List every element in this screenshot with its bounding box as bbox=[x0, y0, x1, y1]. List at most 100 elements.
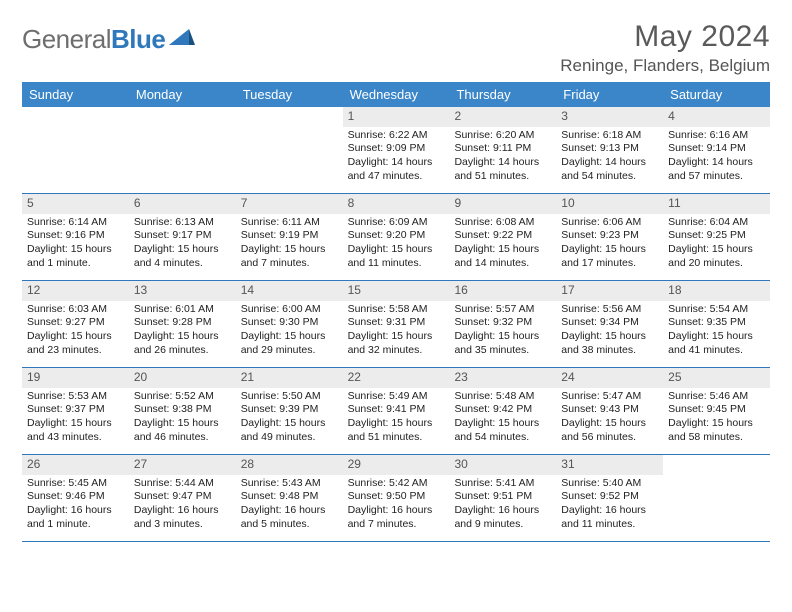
location-label: Reninge, Flanders, Belgium bbox=[560, 56, 770, 76]
sunset-text: Sunset: 9:48 PM bbox=[241, 490, 338, 504]
daylight-text: Daylight: 15 hours and 58 minutes. bbox=[668, 417, 765, 444]
day-number: 14 bbox=[236, 281, 343, 301]
sunrise-text: Sunrise: 6:13 AM bbox=[134, 216, 231, 230]
weekday-sat: Saturday bbox=[663, 82, 770, 107]
calendar-cell bbox=[236, 107, 343, 193]
sunrise-text: Sunrise: 6:18 AM bbox=[561, 129, 658, 143]
daylight-text: Daylight: 15 hours and 7 minutes. bbox=[241, 243, 338, 270]
daylight-text: Daylight: 14 hours and 57 minutes. bbox=[668, 156, 765, 183]
day-number: 13 bbox=[129, 281, 236, 301]
day-number: 3 bbox=[556, 107, 663, 127]
calendar-cell: 22Sunrise: 5:49 AMSunset: 9:41 PMDayligh… bbox=[343, 368, 450, 454]
daylight-text: Daylight: 15 hours and 14 minutes. bbox=[454, 243, 551, 270]
day-number: 31 bbox=[556, 455, 663, 475]
day-number: 6 bbox=[129, 194, 236, 214]
day-number: 28 bbox=[236, 455, 343, 475]
day-number: 9 bbox=[449, 194, 556, 214]
sunset-text: Sunset: 9:20 PM bbox=[348, 229, 445, 243]
daylight-text: Daylight: 15 hours and 11 minutes. bbox=[348, 243, 445, 270]
sunrise-text: Sunrise: 6:09 AM bbox=[348, 216, 445, 230]
weekday-mon: Monday bbox=[129, 82, 236, 107]
sunset-text: Sunset: 9:35 PM bbox=[668, 316, 765, 330]
day-number: 29 bbox=[343, 455, 450, 475]
daylight-text: Daylight: 14 hours and 47 minutes. bbox=[348, 156, 445, 183]
daylight-text: Daylight: 15 hours and 23 minutes. bbox=[27, 330, 124, 357]
day-number: 4 bbox=[663, 107, 770, 127]
daylight-text: Daylight: 15 hours and 46 minutes. bbox=[134, 417, 231, 444]
sunset-text: Sunset: 9:09 PM bbox=[348, 142, 445, 156]
calendar-cell: 8Sunrise: 6:09 AMSunset: 9:20 PMDaylight… bbox=[343, 194, 450, 280]
calendar-cell: 30Sunrise: 5:41 AMSunset: 9:51 PMDayligh… bbox=[449, 455, 556, 541]
calendar-row: 12Sunrise: 6:03 AMSunset: 9:27 PMDayligh… bbox=[22, 281, 770, 368]
brand-part1: General bbox=[22, 24, 111, 54]
day-number: 2 bbox=[449, 107, 556, 127]
daylight-text: Daylight: 16 hours and 5 minutes. bbox=[241, 504, 338, 531]
sunrise-text: Sunrise: 5:41 AM bbox=[454, 477, 551, 491]
weekday-thu: Thursday bbox=[449, 82, 556, 107]
day-number: 30 bbox=[449, 455, 556, 475]
daylight-text: Daylight: 15 hours and 56 minutes. bbox=[561, 417, 658, 444]
weekday-header: Sunday Monday Tuesday Wednesday Thursday… bbox=[22, 82, 770, 107]
calendar-row: 5Sunrise: 6:14 AMSunset: 9:16 PMDaylight… bbox=[22, 194, 770, 281]
sunrise-text: Sunrise: 5:40 AM bbox=[561, 477, 658, 491]
weekday-fri: Friday bbox=[556, 82, 663, 107]
sunset-text: Sunset: 9:37 PM bbox=[27, 403, 124, 417]
calendar-cell: 20Sunrise: 5:52 AMSunset: 9:38 PMDayligh… bbox=[129, 368, 236, 454]
calendar-cell: 26Sunrise: 5:45 AMSunset: 9:46 PMDayligh… bbox=[22, 455, 129, 541]
daylight-text: Daylight: 15 hours and 4 minutes. bbox=[134, 243, 231, 270]
calendar: Sunday Monday Tuesday Wednesday Thursday… bbox=[22, 82, 770, 542]
sunset-text: Sunset: 9:22 PM bbox=[454, 229, 551, 243]
calendar-cell: 12Sunrise: 6:03 AMSunset: 9:27 PMDayligh… bbox=[22, 281, 129, 367]
sunrise-text: Sunrise: 6:16 AM bbox=[668, 129, 765, 143]
calendar-cell: 15Sunrise: 5:58 AMSunset: 9:31 PMDayligh… bbox=[343, 281, 450, 367]
day-number: 5 bbox=[22, 194, 129, 214]
daylight-text: Daylight: 16 hours and 1 minute. bbox=[27, 504, 124, 531]
daylight-text: Daylight: 15 hours and 35 minutes. bbox=[454, 330, 551, 357]
weekday-tue: Tuesday bbox=[236, 82, 343, 107]
day-number: 12 bbox=[22, 281, 129, 301]
daylight-text: Daylight: 15 hours and 29 minutes. bbox=[241, 330, 338, 357]
calendar-cell: 31Sunrise: 5:40 AMSunset: 9:52 PMDayligh… bbox=[556, 455, 663, 541]
daylight-text: Daylight: 15 hours and 51 minutes. bbox=[348, 417, 445, 444]
sunrise-text: Sunrise: 5:48 AM bbox=[454, 390, 551, 404]
calendar-cell: 13Sunrise: 6:01 AMSunset: 9:28 PMDayligh… bbox=[129, 281, 236, 367]
sunset-text: Sunset: 9:34 PM bbox=[561, 316, 658, 330]
sunrise-text: Sunrise: 6:22 AM bbox=[348, 129, 445, 143]
calendar-row: 19Sunrise: 5:53 AMSunset: 9:37 PMDayligh… bbox=[22, 368, 770, 455]
calendar-cell: 3 Sunrise: 6:18 AMSunset: 9:13 PMDaylight… bbox=[556, 107, 663, 193]
daylight-text: Daylight: 16 hours and 3 minutes. bbox=[134, 504, 231, 531]
day-number: 26 bbox=[22, 455, 129, 475]
sunset-text: Sunset: 9:32 PM bbox=[454, 316, 551, 330]
day-number: 17 bbox=[556, 281, 663, 301]
calendar-cell: 11Sunrise: 6:04 AMSunset: 9:25 PMDayligh… bbox=[663, 194, 770, 280]
day-number: 16 bbox=[449, 281, 556, 301]
sunset-text: Sunset: 9:42 PM bbox=[454, 403, 551, 417]
daylight-text: Daylight: 14 hours and 51 minutes. bbox=[454, 156, 551, 183]
daylight-text: Daylight: 14 hours and 54 minutes. bbox=[561, 156, 658, 183]
day-number: 11 bbox=[663, 194, 770, 214]
sunrise-text: Sunrise: 6:14 AM bbox=[27, 216, 124, 230]
sunrise-text: Sunrise: 5:47 AM bbox=[561, 390, 658, 404]
calendar-cell: 6Sunrise: 6:13 AMSunset: 9:17 PMDaylight… bbox=[129, 194, 236, 280]
sunset-text: Sunset: 9:23 PM bbox=[561, 229, 658, 243]
daylight-text: Daylight: 15 hours and 49 minutes. bbox=[241, 417, 338, 444]
sunset-text: Sunset: 9:13 PM bbox=[561, 142, 658, 156]
sunset-text: Sunset: 9:31 PM bbox=[348, 316, 445, 330]
day-number: 21 bbox=[236, 368, 343, 388]
calendar-cell: 14Sunrise: 6:00 AMSunset: 9:30 PMDayligh… bbox=[236, 281, 343, 367]
sunset-text: Sunset: 9:25 PM bbox=[668, 229, 765, 243]
daylight-text: Daylight: 15 hours and 38 minutes. bbox=[561, 330, 658, 357]
sunrise-text: Sunrise: 6:11 AM bbox=[241, 216, 338, 230]
calendar-row: 26Sunrise: 5:45 AMSunset: 9:46 PMDayligh… bbox=[22, 455, 770, 542]
sunset-text: Sunset: 9:28 PM bbox=[134, 316, 231, 330]
brand-part2: Blue bbox=[111, 24, 165, 54]
sunrise-text: Sunrise: 5:43 AM bbox=[241, 477, 338, 491]
day-number: 23 bbox=[449, 368, 556, 388]
daylight-text: Daylight: 15 hours and 20 minutes. bbox=[668, 243, 765, 270]
title-block: May 2024 Reninge, Flanders, Belgium bbox=[560, 20, 770, 76]
sunset-text: Sunset: 9:19 PM bbox=[241, 229, 338, 243]
calendar-cell: 29Sunrise: 5:42 AMSunset: 9:50 PMDayligh… bbox=[343, 455, 450, 541]
day-number: 7 bbox=[236, 194, 343, 214]
day-number: 22 bbox=[343, 368, 450, 388]
sunset-text: Sunset: 9:47 PM bbox=[134, 490, 231, 504]
